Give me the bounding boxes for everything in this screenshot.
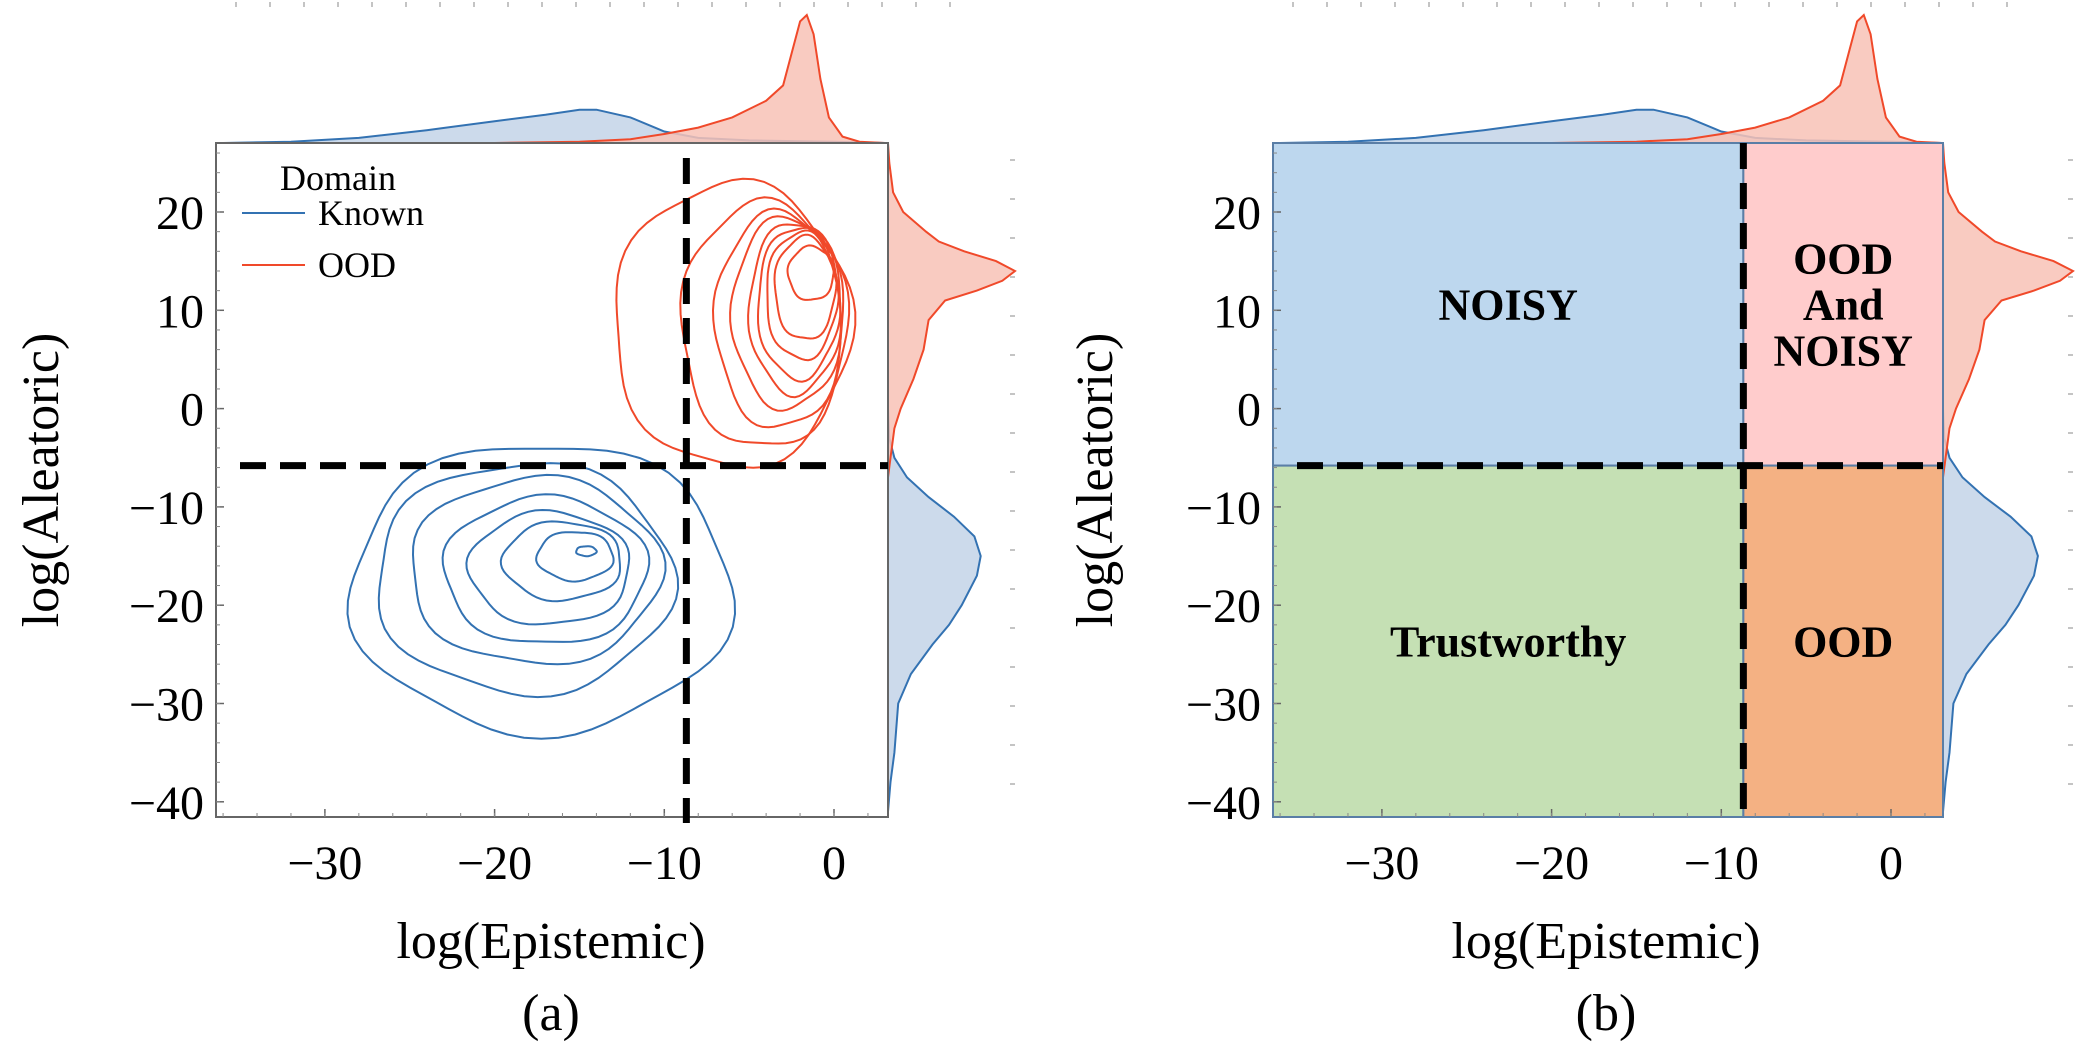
region-ood	[1742, 464, 1944, 818]
contour-known	[346, 447, 737, 740]
y-tick-label: 0	[180, 384, 204, 437]
y-tick-label: −40	[1186, 777, 1261, 830]
contour-ood	[766, 229, 840, 362]
contour-known	[535, 531, 615, 583]
y-tick-label: −30	[1186, 679, 1261, 732]
y-tick-label: 20	[1213, 187, 1261, 240]
region-label-trustworthy: Trustworthy	[1390, 617, 1626, 666]
contour-known	[441, 493, 651, 643]
plot-area	[215, 142, 889, 818]
contour-ood	[773, 233, 838, 340]
y-tick-label: 20	[156, 187, 204, 240]
y-axis-label: log(Aleatoric)	[13, 333, 70, 628]
contour-ood	[711, 207, 845, 429]
contour-ood	[679, 196, 851, 445]
marginal-x-density-ood	[1551, 13, 1942, 144]
x-axis-label: log(Epistemic)	[396, 913, 705, 970]
x-tick-label: −10	[627, 837, 702, 890]
marginal-y-density-ood	[887, 143, 1017, 478]
y-tick-label: −30	[129, 679, 204, 732]
plot-frame	[1272, 142, 1944, 818]
y-tick-label: 10	[156, 285, 204, 338]
contour-known	[411, 473, 667, 666]
region-label-ood-and-noisy: NOISY	[1773, 326, 1912, 375]
region-noisy	[1272, 142, 1745, 467]
region-trustworthy	[1272, 464, 1745, 818]
x-axis-label: log(Epistemic)	[1451, 913, 1760, 970]
x-tick-label: −10	[1684, 837, 1759, 890]
contour-known	[377, 462, 680, 699]
x-tick-label: 0	[822, 837, 846, 890]
region-label-ood-and-noisy: OOD	[1793, 234, 1893, 283]
x-tick-label: −20	[457, 837, 532, 890]
contour-ood	[756, 226, 842, 383]
panel-label: (b)	[1576, 985, 1637, 1042]
legend-entry-known: Known	[318, 193, 424, 233]
marginal-y-density-known	[1942, 408, 2039, 812]
y-axis-label: log(Aleatoric)	[1067, 333, 1124, 628]
y-tick-label: −40	[129, 777, 204, 830]
x-tick-label: −20	[1514, 837, 1589, 890]
marginal-y-density-known	[887, 408, 982, 812]
x-tick-label: 0	[1879, 837, 1903, 890]
contour-known	[499, 520, 622, 603]
legend-title: Domain	[280, 158, 396, 198]
y-tick-label: 10	[1213, 285, 1261, 338]
contour-known	[465, 508, 631, 626]
y-tick-label: −20	[1186, 580, 1261, 633]
y-tick-label: −10	[129, 482, 204, 535]
region-label-ood-and-noisy: And	[1803, 280, 1884, 329]
y-tick-label: 0	[1237, 384, 1261, 437]
y-tick-label: −20	[129, 580, 204, 633]
y-tick-label: −10	[1186, 482, 1261, 535]
contour-ood	[615, 177, 857, 469]
marginal-y-density-ood	[1942, 143, 2075, 478]
contour-ood	[747, 223, 843, 399]
x-tick-label: −30	[1344, 837, 1419, 890]
region-label-noisy: NOISY	[1438, 280, 1577, 329]
marginal-x-density-ood	[494, 13, 885, 144]
contour-ood	[786, 244, 835, 301]
panel-label: (a)	[522, 985, 580, 1042]
contour-known	[575, 545, 598, 558]
region-label-ood: OOD	[1793, 617, 1893, 666]
x-tick-label: −30	[287, 837, 362, 890]
legend-entry-ood: OOD	[318, 245, 396, 285]
